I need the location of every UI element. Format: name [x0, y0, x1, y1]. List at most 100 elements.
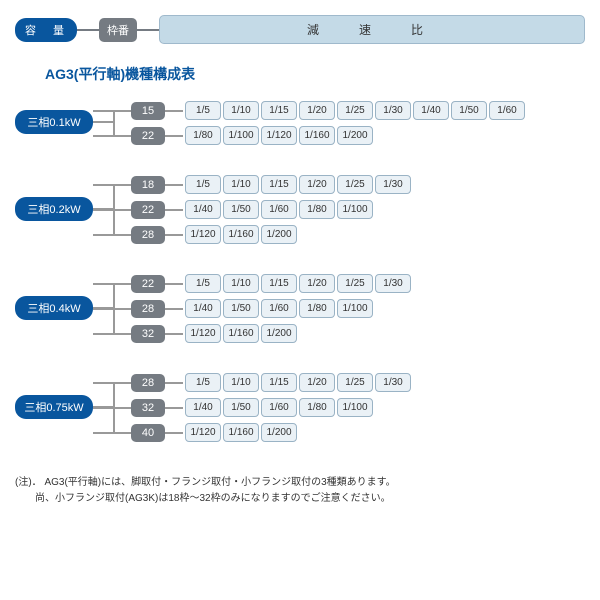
ratio-cell: 1/80: [299, 398, 335, 417]
tree-connector: [165, 407, 183, 409]
tree-connector: [93, 406, 113, 408]
ratio-cell: 1/60: [261, 299, 297, 318]
ratio-cell: 1/50: [223, 299, 259, 318]
ratio-cell: 1/15: [261, 101, 297, 120]
ratio-cell: 1/160: [223, 324, 259, 343]
ratio-cell: 1/120: [185, 324, 221, 343]
tree-connector: [165, 135, 183, 137]
ratio-cell: 1/25: [337, 101, 373, 120]
ratio-cell: 1/200: [261, 324, 297, 343]
tree-connector: [93, 307, 113, 309]
capacity-label: 三相0.4kW: [15, 296, 93, 320]
frame-number: 15: [131, 102, 165, 120]
ratio-cell: 1/80: [299, 299, 335, 318]
ratio-cell: 1/10: [223, 373, 259, 392]
ratio-cell: 1/60: [261, 200, 297, 219]
ratio-cell: 1/120: [185, 225, 221, 244]
ratio-cell: 1/200: [261, 225, 297, 244]
tree-connector: [93, 382, 131, 384]
capacity-group: 三相0.75kW281/51/101/151/201/251/30321/401…: [15, 370, 585, 445]
capacity-group: 三相0.4kW221/51/101/151/201/251/30281/401/…: [15, 271, 585, 346]
ratio-cell: 1/20: [299, 373, 335, 392]
ratio-list: 1/401/501/601/801/100: [185, 398, 375, 417]
ratio-cell: 1/30: [375, 274, 411, 293]
tree-connector: [165, 184, 183, 186]
ratio-cell: 1/80: [185, 126, 221, 145]
ratio-cell: 1/50: [223, 398, 259, 417]
ratio-cell: 1/15: [261, 274, 297, 293]
tree-connector: [165, 333, 183, 335]
ratio-list: 1/51/101/151/201/251/30: [185, 274, 413, 293]
frame-number: 22: [131, 127, 165, 145]
tree-trunk: [113, 111, 115, 136]
tree-trunk: [113, 284, 115, 334]
ratio-cell: 1/40: [185, 299, 221, 318]
legend-connector: [77, 29, 99, 31]
ratio-cell: 1/30: [375, 373, 411, 392]
ratio-cell: 1/40: [185, 398, 221, 417]
ratio-cell: 1/120: [185, 423, 221, 442]
frame-number: 32: [131, 399, 165, 417]
frame-number: 28: [131, 226, 165, 244]
ratio-list: 1/1201/1601/200: [185, 423, 299, 442]
ratio-list: 1/801/1001/1201/1601/200: [185, 126, 375, 145]
ratio-list: 1/51/101/151/201/251/30: [185, 175, 413, 194]
ratio-list: 1/1201/1601/200: [185, 225, 299, 244]
ratio-cell: 1/25: [337, 274, 373, 293]
ratio-cell: 1/15: [261, 373, 297, 392]
ratio-cell: 1/10: [223, 274, 259, 293]
ratio-cell: 1/20: [299, 274, 335, 293]
tree-connector: [93, 432, 131, 434]
legend-connector: [137, 29, 159, 31]
frame-row: 18 1/51/101/151/201/251/30: [15, 172, 585, 197]
tree-connector: [93, 184, 131, 186]
ratio-cell: 1/40: [185, 200, 221, 219]
ratio-list: 1/51/101/151/201/251/301/401/501/60: [185, 101, 527, 120]
ratio-cell: 1/40: [413, 101, 449, 120]
ratio-cell: 1/50: [451, 101, 487, 120]
ratio-cell: 1/160: [299, 126, 335, 145]
ratio-cell: 1/20: [299, 175, 335, 194]
tree-connector: [165, 209, 183, 211]
frame-number: 28: [131, 300, 165, 318]
frame-row: 22 1/801/1001/1201/1601/200: [15, 123, 585, 148]
ratio-cell: 1/60: [489, 101, 525, 120]
ratio-cell: 1/100: [337, 299, 373, 318]
ratio-list: 1/1201/1601/200: [185, 324, 299, 343]
tree-connector: [165, 234, 183, 236]
tree-connector: [93, 234, 131, 236]
ratio-list: 1/401/501/601/801/100: [185, 299, 375, 318]
tree-connector: [93, 110, 131, 112]
tree-connector: [93, 333, 131, 335]
ratio-cell: 1/100: [223, 126, 259, 145]
ratio-cell: 1/100: [337, 398, 373, 417]
ratio-cell: 1/100: [337, 200, 373, 219]
legend-frame: 枠番: [99, 18, 137, 42]
ratio-cell: 1/15: [261, 175, 297, 194]
tree-trunk: [113, 383, 115, 433]
capacity-group: 三相0.1kW 15 1/51/101/151/201/251/301/401/50…: [15, 98, 585, 148]
legend-ratio: 減 速 比: [159, 15, 585, 44]
capacity-label: 三相0.1kW: [15, 110, 93, 134]
tree-connector: [93, 135, 131, 137]
frame-row: 15 1/51/101/151/201/251/301/401/501/60: [15, 98, 585, 123]
tree-connector: [165, 432, 183, 434]
footnote-line: 尚、小フランジ取付(AG3K)は18枠～32枠のみになりますのでご注意ください。: [15, 491, 585, 507]
tree-connector: [165, 110, 183, 112]
capacity-label: 三相0.75kW: [15, 395, 93, 419]
frame-number: 22: [131, 201, 165, 219]
frame-number: 18: [131, 176, 165, 194]
ratio-cell: 1/25: [337, 175, 373, 194]
ratio-cell: 1/5: [185, 274, 221, 293]
frame-row: 281/51/101/151/201/251/30: [15, 370, 585, 395]
ratio-cell: 1/60: [261, 398, 297, 417]
ratio-cell: 1/120: [261, 126, 297, 145]
frame-row: 28 1/1201/1601/200: [15, 222, 585, 247]
frame-row: 401/1201/1601/200: [15, 420, 585, 445]
frame-number: 22: [131, 275, 165, 293]
ratio-cell: 1/10: [223, 101, 259, 120]
tree-connector: [93, 283, 131, 285]
footnotes: (注)． AG3(平行軸)には、脚取付・フランジ取付・小フランジ取付の3種類あり…: [15, 475, 585, 507]
frame-number: 28: [131, 374, 165, 392]
tree-connector: [165, 283, 183, 285]
